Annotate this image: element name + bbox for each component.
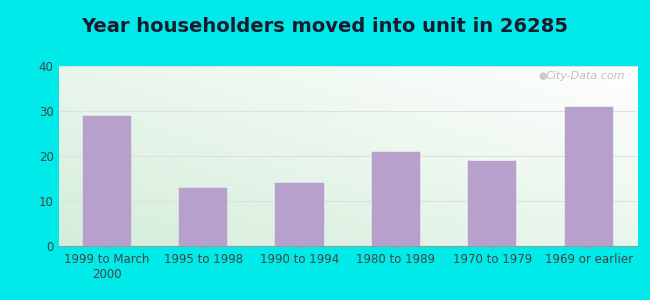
Text: City-Data.com: City-Data.com	[546, 71, 625, 81]
Bar	[372, 152, 420, 246]
Text: ●: ●	[539, 71, 547, 81]
Bar	[565, 106, 613, 246]
Bar	[179, 188, 228, 246]
Text: Year householders moved into unit in 26285: Year householders moved into unit in 262…	[81, 17, 569, 37]
Bar	[276, 183, 324, 246]
Bar	[83, 116, 131, 246]
Bar	[468, 160, 517, 246]
